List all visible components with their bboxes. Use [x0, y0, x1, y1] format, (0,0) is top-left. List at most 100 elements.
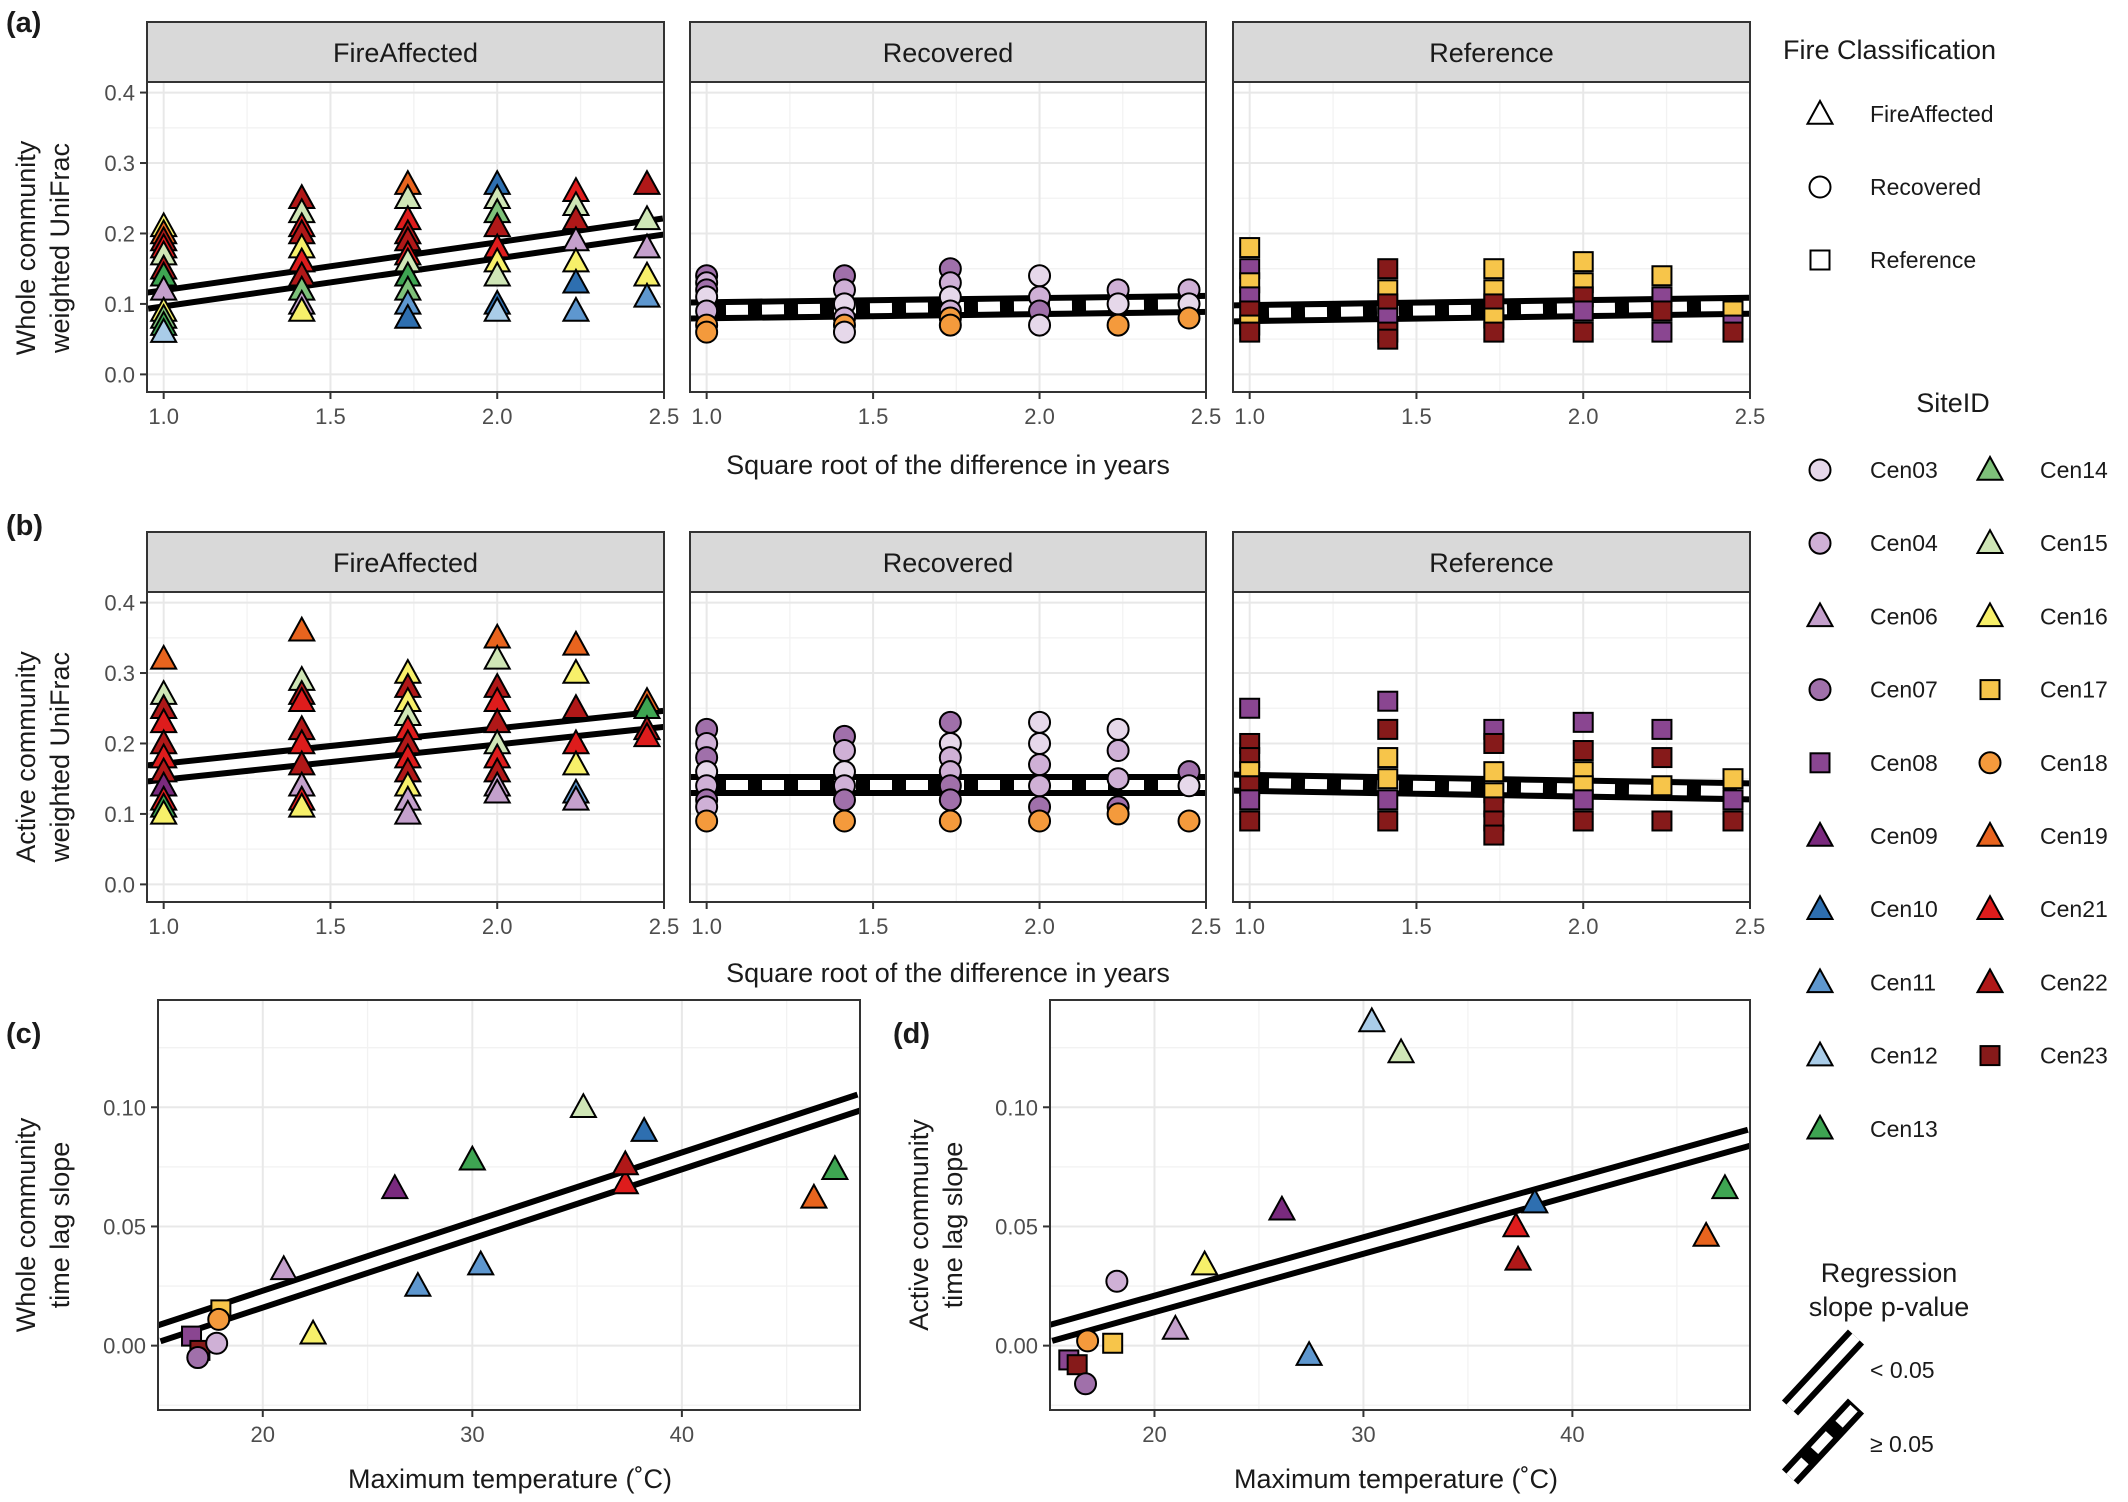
legend-site-label-cen18: Cen18	[2040, 750, 2108, 776]
panel-a-reference-point-cen23-12	[1377, 328, 1399, 350]
panel-b-fireaffected-point-cen21-14	[287, 686, 316, 712]
panel-c-point-cen13-17	[820, 1154, 850, 1180]
panel-a-fireaffected-point-cen15-50	[632, 204, 662, 231]
panel-b-reference-point-cen23-21	[1572, 740, 1594, 762]
panel-b-recovered-data	[690, 710, 1206, 833]
panel-c-x-tick-label-0: 20	[251, 1422, 275, 1447]
panel-b-fireaffected-point-cen22-44	[561, 693, 591, 719]
panel-c-point-cen15-12	[569, 1092, 598, 1119]
panel-a-reference-point-cen17-18	[1572, 251, 1594, 273]
panel-a-reference-point-cen23-6	[1239, 321, 1261, 343]
panel-b-recovered-strip	[689, 531, 1207, 593]
panel-b-recovered-x-tick-label-1: 1.5	[858, 914, 889, 939]
panel-a-fireaffected-x-tick-label-3: 2.5	[649, 404, 680, 429]
panel-b-recovered-point-cen18-20	[938, 809, 962, 833]
legend-fire-label-0: FireAffected	[1870, 101, 1994, 127]
panel-b-fireaffected: 1.0 1.5 2.0 2.5 0.0 0.1 0.2 0.3 0.4 FireAffected	[104, 531, 679, 939]
panel-a-recovered-x-tick-label-3: 2.5	[1191, 404, 1222, 429]
panel-a-reference-x-tick-label-3: 2.5	[1735, 404, 1766, 429]
panel-b-reference-point-cen17-9	[1377, 747, 1399, 769]
panel-c-y-title-line2: time lag slope	[45, 1142, 75, 1309]
panel-b-recovered-x-tick-label-0: 1.0	[691, 914, 722, 939]
legend-site-label-cen04: Cen04	[1870, 530, 1938, 556]
panel-b-reference-point-cen23-19	[1483, 824, 1505, 846]
panel-c-regression-line	[158, 1091, 860, 1345]
panel-b-fireaffected-x-tick-label-1: 1.5	[315, 914, 346, 939]
panel-d-point-cen04-5	[1105, 1269, 1129, 1293]
legend-site-key-cen04	[1808, 531, 1832, 555]
legend-site-label-cen23: Cen23	[2040, 1043, 2108, 1069]
panel-d-y-tick-label-0: 0.00	[995, 1334, 1038, 1359]
legend-site-key-cen11	[1805, 967, 1835, 994]
panel-b-fireaffected-y-tick-label-1: 0.1	[104, 802, 135, 827]
panel-c-point-cen06-6	[269, 1254, 298, 1281]
panel-b-fireaffected-point-cen21-52	[632, 721, 662, 748]
panel-c-regression-line-center	[158, 1097, 860, 1339]
legend-site-key-cen15	[1975, 528, 2005, 554]
panel-a-reference-point-cen17-0	[1239, 237, 1261, 259]
panel-b-recovered: 1.0 1.5 2.0 2.5 Recovered	[689, 531, 1222, 939]
panel-b-reference-strip	[1232, 531, 1751, 593]
legend-fire-title: Fire Classification	[1783, 35, 1996, 65]
panel-a-reference-background	[1233, 82, 1750, 392]
panel-b-reference-point-cen23-8	[1377, 718, 1399, 740]
panel-b-reference-point-cen08-31	[1722, 789, 1744, 811]
panel-d-y-tick-label-2: 0.10	[995, 1095, 1038, 1120]
panel-a-reference-data	[1233, 237, 1750, 350]
panel-a-recovered-x-tick-label-2: 2.0	[1024, 404, 1055, 429]
panel-a-fireaffected-point-cen15-39	[483, 260, 512, 287]
panel-b-reference-point-cen08-7	[1377, 690, 1399, 712]
panel-b-reference-point-cen23-25	[1572, 810, 1594, 832]
panel-a-reference-point-cen17-13	[1483, 258, 1505, 280]
panel-b-fireaffected-x-tick-label-0: 1.0	[148, 914, 179, 939]
panel-b-fireaffected-point-cen16-46	[561, 749, 591, 776]
panel-b-recovered-point-cen07-12	[832, 788, 856, 812]
panel-d-regression-line	[1050, 1126, 1750, 1344]
panel-a-reference-point-cen23-7	[1377, 258, 1399, 280]
panel-d-point-cen07-2	[1074, 1372, 1098, 1396]
panel-d-point-cen17-4	[1102, 1332, 1124, 1354]
panel-c-x-tick-label-2: 40	[670, 1422, 694, 1447]
row-a-x-title: Square root of the difference in years	[726, 450, 1170, 480]
legend-fire-classification: Fire Classification FireAffected Recovere…	[1783, 35, 1996, 273]
panel-c-point-cen16-7	[298, 1318, 328, 1345]
panel-a-reference-x-tick-label-0: 1.0	[1234, 404, 1265, 429]
panel-a-fireaffected-y-tick-label-3: 0.3	[104, 151, 135, 176]
panel-d-x-tick-label-2: 40	[1560, 1422, 1584, 1447]
panel-b-reference-point-cen08-26	[1651, 718, 1673, 740]
panel-d-x-tick-label-1: 30	[1351, 1422, 1375, 1447]
panel-b-fireaffected-x-tick-label-2: 2.0	[482, 914, 513, 939]
legend-site-key-cen08	[1809, 752, 1831, 774]
panel-b-recovered-x-tick-label-3: 2.5	[1191, 914, 1222, 939]
panel-a-fireaffected-point-cen10-32	[393, 302, 423, 329]
panel-a-recovered-strip-label: Recovered	[883, 38, 1014, 68]
panel-b-recovered-point-cen03-22	[1028, 731, 1052, 755]
panel-a-reference-point-cen08-26	[1651, 321, 1673, 343]
panel-b-recovered-point-cen03-33	[1177, 774, 1201, 798]
panel-a-fireaffected-x-tick-label-1: 1.5	[315, 404, 346, 429]
panel-b-reference-x-tick-label-3: 2.5	[1735, 914, 1766, 939]
panel-d-x-title: Maximum temperature (˚C)	[1234, 1464, 1558, 1494]
panel-b-reference-point-cen23-27	[1651, 747, 1673, 769]
panel-a-recovered-strip	[689, 21, 1207, 83]
panel-c-point-cen21-13	[611, 1168, 640, 1195]
panel-a-reference-point-cen08-21	[1572, 300, 1594, 322]
panel-b-fireaffected-point-cen19-42	[561, 629, 591, 656]
row-a-y-title-line1: Whole community	[11, 140, 41, 355]
panel-b-fireaffected-point-cen16-10	[149, 798, 178, 825]
legend-reg-key-solid-center	[1786, 1333, 1860, 1412]
panel-a-reference-point-cen23-17	[1483, 321, 1505, 343]
panel-d-point-cen15-11	[1386, 1037, 1416, 1064]
legend-site-label-cen15: Cen15	[2040, 530, 2108, 556]
panel-b-fireaffected-point-cen06-31	[393, 798, 423, 825]
legend-site-key-cen14	[1975, 454, 2005, 481]
panel-a-fireaffected-point-cen16-21	[287, 295, 316, 322]
panel-b-reference-point-cen08-0	[1239, 697, 1261, 719]
legend-reg-title-line2: slope p-value	[1809, 1292, 1970, 1322]
panel-c-y-tick-label-0: 0.00	[103, 1334, 146, 1359]
panel-a-recovered-data	[690, 257, 1206, 344]
panel-b-reference: 1.0 1.5 2.0 2.5 Reference	[1232, 531, 1766, 939]
panel-d-point-cen18-3	[1076, 1329, 1100, 1353]
legend-site-key-cen16	[1975, 601, 2005, 628]
panel-b-reference-strip-label: Reference	[1429, 548, 1554, 578]
